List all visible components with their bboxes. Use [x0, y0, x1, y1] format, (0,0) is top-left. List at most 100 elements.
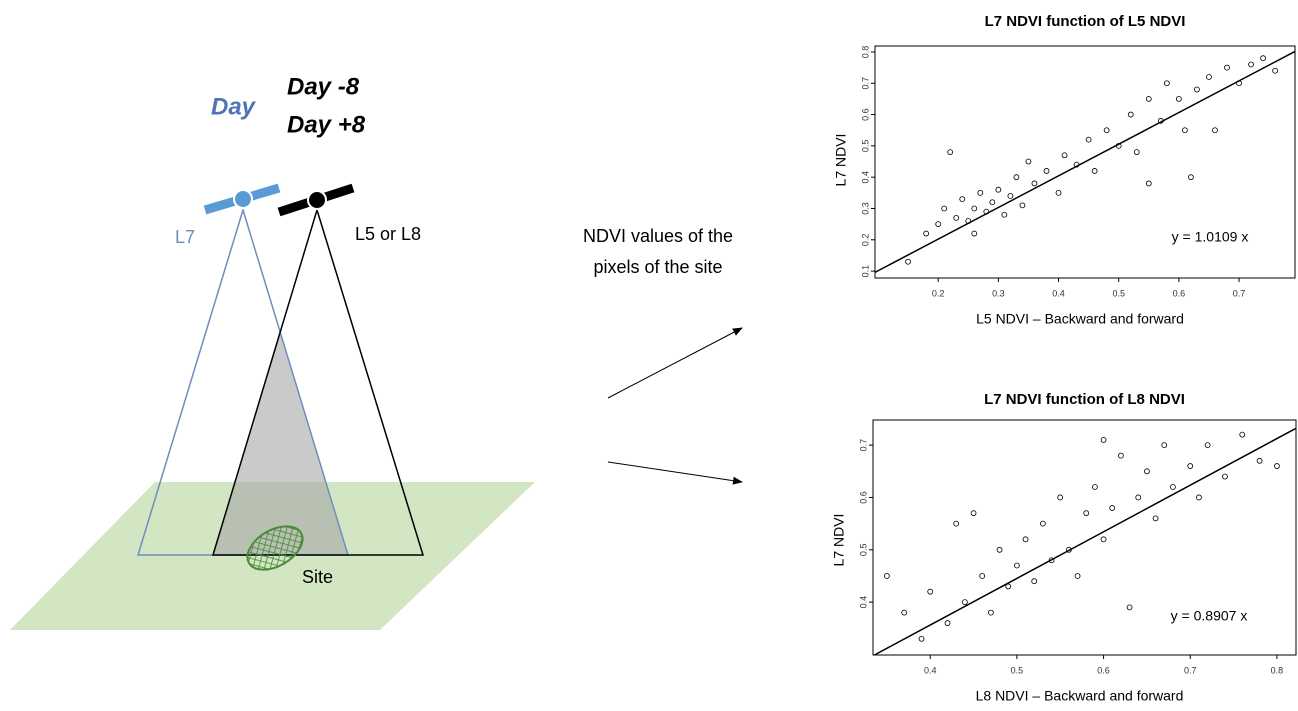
- regression-line: [874, 50, 1296, 274]
- point: [1001, 211, 1008, 218]
- l5-satellite: [307, 190, 327, 210]
- point: [987, 609, 994, 616]
- y-tick-label: 0.4: [860, 171, 870, 184]
- point: [905, 258, 911, 265]
- arrow: [607, 327, 743, 399]
- y-tick-label: 0.1: [860, 265, 870, 278]
- point: [1161, 442, 1168, 449]
- point: [1170, 484, 1176, 490]
- y-axis-label: L7 NDVI: [833, 134, 849, 187]
- point: [1256, 457, 1263, 464]
- point: [1274, 463, 1280, 469]
- point: [965, 218, 972, 224]
- x-tick-label: 0.5: [1112, 288, 1125, 298]
- point: [983, 208, 990, 215]
- point: [977, 189, 984, 196]
- y-tick-label: 0.4: [858, 596, 868, 609]
- point: [1074, 573, 1081, 579]
- point: [1048, 557, 1055, 564]
- equation: y = 0.8907 x: [1171, 608, 1248, 624]
- day-minus: Day -8: [287, 73, 360, 100]
- point: [1145, 180, 1152, 187]
- site-label: Site: [302, 567, 333, 587]
- point: [1073, 161, 1080, 168]
- point: [979, 573, 986, 579]
- point: [1204, 442, 1211, 449]
- site-area: [246, 525, 304, 571]
- point: [883, 573, 890, 579]
- y-tick-label: 0.3: [860, 202, 870, 215]
- chart-title: L7 NDVI function of L5 NDVI: [985, 13, 1186, 30]
- plot-frame: [872, 419, 1297, 656]
- point: [959, 196, 966, 203]
- point: [1013, 562, 1020, 569]
- x-tick-label: 0.7: [1233, 288, 1246, 298]
- point: [1260, 55, 1267, 62]
- point: [1115, 142, 1122, 149]
- y-tick-label: 0.5: [860, 140, 870, 153]
- x-axis-label: L8 NDVI – Backward and forward: [976, 688, 1184, 704]
- y-tick-label: 0.6: [858, 491, 868, 504]
- point: [1025, 158, 1032, 165]
- point: [1175, 96, 1182, 102]
- regression-line: [874, 427, 1297, 656]
- x-tick-label: 0.8: [1271, 665, 1284, 675]
- point: [1031, 578, 1038, 585]
- point: [995, 186, 1002, 193]
- point: [1236, 80, 1242, 87]
- l5-cone: [211, 207, 425, 556]
- point: [1092, 484, 1098, 490]
- point: [1126, 604, 1133, 611]
- point: [1196, 494, 1202, 501]
- l5-label: L5 or L8: [355, 224, 421, 244]
- point: [1187, 463, 1194, 469]
- point: [1013, 174, 1020, 181]
- y-tick-label: 0.6: [860, 108, 870, 121]
- point: [1145, 96, 1152, 102]
- point: [1103, 127, 1110, 134]
- y-tick-label: 0.7: [858, 439, 868, 452]
- l7-satellite: [233, 189, 253, 209]
- x-axis-label: L5 NDVI – Backward and forward: [976, 311, 1184, 327]
- point: [989, 199, 996, 206]
- point: [1109, 505, 1116, 511]
- point: [1127, 111, 1134, 118]
- point: [1057, 494, 1064, 501]
- y-tick-label: 0.8: [860, 46, 870, 59]
- point: [1224, 64, 1230, 71]
- point: [1157, 117, 1164, 124]
- point: [1061, 152, 1068, 159]
- point: [1118, 452, 1124, 459]
- point: [1206, 74, 1212, 80]
- point: [1133, 149, 1140, 156]
- x-tick-label: 0.6: [1173, 288, 1186, 298]
- point: [1085, 136, 1092, 143]
- point: [1135, 494, 1142, 501]
- point: [1083, 510, 1090, 517]
- overlap: [213, 330, 348, 555]
- point: [1222, 473, 1228, 480]
- point: [1065, 546, 1072, 553]
- point: [901, 609, 908, 616]
- point: [1248, 61, 1254, 68]
- chart-title: L7 NDVI function of L8 NDVI: [984, 391, 1185, 408]
- point: [1031, 180, 1038, 187]
- point: [953, 214, 960, 221]
- point: [1239, 431, 1246, 438]
- x-tick-label: 0.3: [992, 288, 1005, 298]
- x-tick-label: 0.4: [1052, 288, 1065, 298]
- point: [1007, 193, 1014, 199]
- x-tick-label: 0.5: [1011, 665, 1024, 675]
- point: [1055, 189, 1062, 196]
- ndvi-text: NDVI values of the: [583, 226, 733, 246]
- point: [1181, 127, 1188, 134]
- point: [1163, 80, 1170, 87]
- point: [961, 599, 968, 606]
- point: [1039, 520, 1046, 527]
- y-tick-label: 0.7: [860, 77, 870, 90]
- y-tick-label: 0.2: [860, 234, 870, 247]
- point: [970, 510, 977, 517]
- point: [918, 635, 925, 642]
- equation: y = 1.0109 x: [1172, 229, 1249, 245]
- day-plus: Day +8: [287, 111, 366, 138]
